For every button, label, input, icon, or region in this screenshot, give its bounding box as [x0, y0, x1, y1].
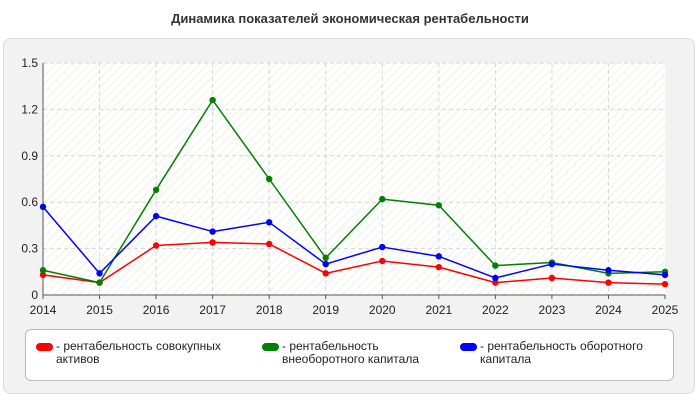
x-tick-label: 2014: [30, 303, 57, 317]
series-line-2: [42, 206, 666, 279]
data-point-0-2016: [152, 242, 160, 249]
data-point-2-2015: [96, 270, 103, 277]
data-point-2-2021: [435, 253, 443, 260]
data-point-2-2025: [661, 271, 669, 279]
legend-label-line2: активов: [56, 352, 100, 366]
series-line-0: [42, 241, 666, 285]
x-tick-label: 2015: [86, 303, 113, 317]
data-point-0-2025: [661, 280, 669, 288]
y-tick-label: 0.9: [21, 149, 38, 163]
chart-legend: - рентабельность совокупных активов - ре…: [25, 329, 674, 381]
data-point-1-2016: [152, 186, 160, 194]
y-tick-label: 0.6: [21, 195, 38, 209]
x-tick-label: 2018: [256, 303, 283, 317]
data-point-0-2014: [39, 271, 47, 279]
plot-area: [43, 63, 665, 295]
legend-label-line1: - рентабельность совокупных: [56, 339, 221, 353]
legend-swatch-green: [262, 343, 279, 351]
x-tick-label: 2020: [369, 303, 396, 317]
data-point-0-2019: [322, 270, 329, 277]
data-point-1-2017: [209, 96, 216, 104]
x-tick-labels: 2014 2015 2016 2017 2018 2019 2020 2021 2022 2023…: [30, 303, 679, 317]
data-point-2-2024: [605, 267, 612, 274]
axis-layer: [42, 63, 666, 299]
legend-label-line2: внеоборотного капитала: [282, 352, 419, 366]
legend-swatch-red: [36, 343, 53, 351]
data-point-1-2021: [435, 202, 443, 209]
x-tick-label: 2022: [482, 303, 509, 317]
data-point-0-2023: [548, 274, 556, 282]
legend-label-line1: - рентабельность: [282, 339, 379, 353]
x-tick-label: 2025: [652, 303, 679, 317]
series-line-1: [42, 99, 666, 284]
series-layer: [39, 96, 669, 288]
data-point-0-2021: [435, 263, 443, 271]
data-point-0-2018: [265, 240, 273, 248]
data-point-1-2020: [379, 195, 386, 203]
y-tick-label: 0.3: [21, 242, 38, 256]
data-point-1-2018: [265, 175, 273, 183]
data-point-1-2022: [492, 262, 499, 269]
y-tick-label: 0: [31, 288, 38, 302]
y-tick-label: 1.5: [21, 56, 38, 70]
y-tick-labels: 0 0.3 0.6 0.9 1.2 1.5: [21, 56, 38, 302]
data-point-1-2019: [322, 254, 329, 262]
data-point-1-2014: [39, 267, 47, 274]
data-point-0-2022: [492, 279, 499, 286]
x-tick-label: 2024: [595, 303, 622, 317]
data-point-0-2024: [605, 279, 612, 286]
chart-title: Динамика показателей экономическая рента…: [171, 11, 529, 26]
data-point-0-2020: [379, 257, 386, 265]
data-point-2-2018: [265, 219, 273, 226]
data-point-2-2016: [152, 212, 160, 220]
data-point-2-2014: [39, 203, 47, 211]
y-tick-label: 1.2: [21, 102, 38, 116]
data-point-1-2015: [96, 279, 103, 286]
data-point-2-2019: [322, 260, 329, 268]
data-point-2-2020: [379, 243, 386, 251]
data-point-0-2017: [209, 239, 216, 246]
legend-label-line1: - рентабельность оборотного: [480, 339, 643, 353]
x-tick-label: 2016: [143, 303, 170, 317]
data-point-2-2022: [492, 274, 499, 282]
legend-swatch-blue: [460, 343, 477, 351]
legend-label-line2: капитала: [480, 352, 532, 366]
data-point-2-2017: [209, 228, 216, 235]
x-tick-label: 2019: [312, 303, 339, 317]
data-point-2-2023: [548, 260, 556, 268]
x-tick-label: 2021: [425, 303, 452, 317]
x-tick-label: 2017: [199, 303, 226, 317]
x-tick-label: 2023: [539, 303, 566, 317]
